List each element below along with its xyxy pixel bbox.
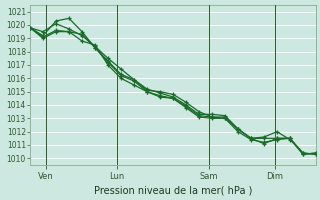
X-axis label: Pression niveau de la mer( hPa ): Pression niveau de la mer( hPa ) bbox=[94, 185, 252, 195]
